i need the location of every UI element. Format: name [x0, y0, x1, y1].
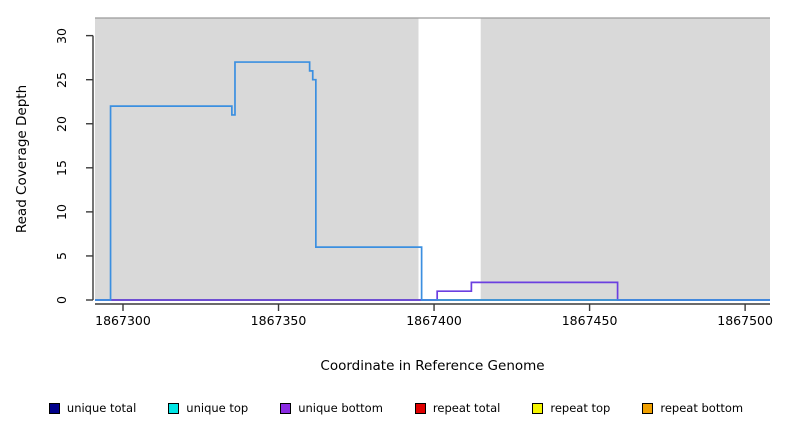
chart-legend: unique total unique top unique bottom repea…: [0, 398, 792, 418]
legend-item-unique-bottom[interactable]: unique bottom: [280, 402, 383, 414]
series-line-unique-total: [95, 61, 770, 301]
legend-label: repeat bottom: [660, 401, 744, 415]
legend-swatch-icon: [642, 402, 654, 414]
y-tick-label: 15: [54, 159, 69, 176]
y-tick-label: 30: [54, 27, 69, 44]
legend-item-unique-total[interactable]: unique total: [48, 401, 137, 415]
legend-label: repeat total: [432, 401, 501, 415]
y-tick-label: 0: [54, 296, 69, 304]
y-tick-label: 5: [54, 251, 69, 260]
legend-item-repeat-top[interactable]: repeat top: [532, 402, 610, 414]
x-axis-title: Coordinate in Reference Genome: [320, 358, 545, 374]
legend-swatch-icon: [414, 402, 426, 414]
x-tick-label: 1867500: [717, 313, 773, 328]
x-tick-label: 1867300: [95, 313, 151, 328]
legend-item-repeat-total[interactable]: repeat total: [414, 401, 501, 415]
y-tick-label: 10: [54, 203, 69, 220]
legend-swatch-icon: [280, 402, 292, 414]
x-tick-label: 1867450: [561, 313, 618, 328]
legend-item-unique-top[interactable]: unique top: [168, 402, 248, 414]
legend-item-repeat-bottom[interactable]: repeat bottom: [642, 402, 743, 414]
legend-label: repeat top: [550, 401, 611, 415]
legend-label: unique total: [66, 401, 137, 415]
x-tick-label: 1867350: [250, 313, 307, 328]
legend-label: unique top: [186, 401, 249, 415]
legend-swatch-icon: [532, 402, 544, 414]
legend-swatch-icon: [168, 402, 180, 414]
y-tick-label: 25: [54, 71, 69, 88]
y-tick-label: 20: [54, 115, 69, 132]
shaded-region-1: [480, 18, 770, 300]
legend-label: unique bottom: [298, 401, 383, 415]
x-tick-label: 1867400: [406, 313, 462, 328]
shaded-region-0: [95, 18, 419, 300]
legend-swatch-icon: [48, 402, 60, 414]
